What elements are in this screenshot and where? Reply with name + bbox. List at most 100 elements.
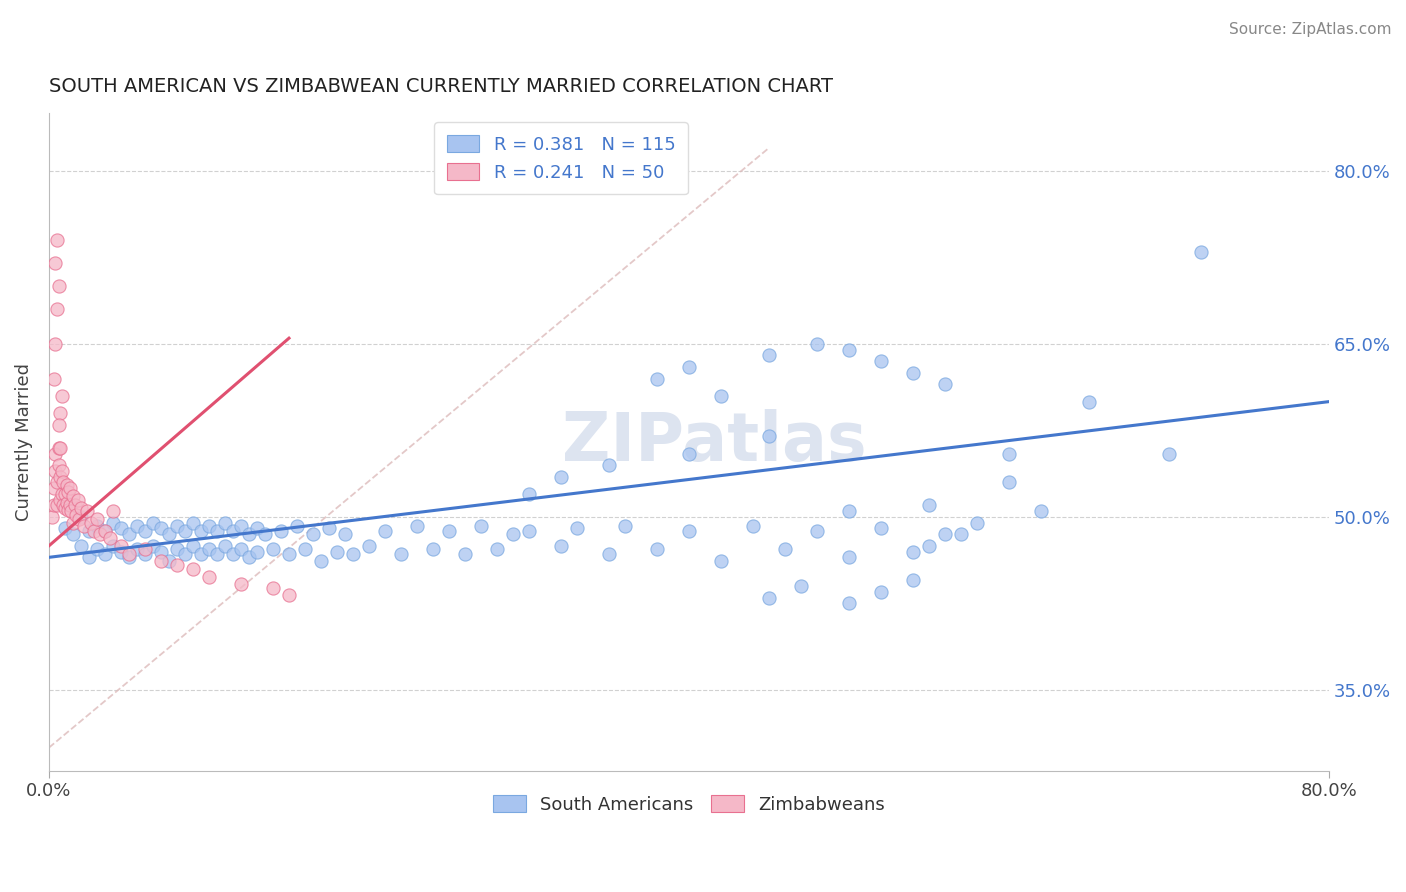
Text: SOUTH AMERICAN VS ZIMBABWEAN CURRENTLY MARRIED CORRELATION CHART: SOUTH AMERICAN VS ZIMBABWEAN CURRENTLY M…	[49, 78, 832, 96]
Point	[110, 521, 132, 535]
Point	[485, 542, 508, 557]
Point	[51, 487, 73, 501]
Point	[70, 539, 93, 553]
Point	[870, 354, 893, 368]
Point	[470, 519, 492, 533]
Point	[51, 389, 73, 403]
Point	[550, 469, 572, 483]
Point	[63, 499, 86, 513]
Point	[77, 524, 100, 538]
Point	[52, 475, 75, 490]
Point	[149, 521, 172, 535]
Point	[901, 574, 924, 588]
Point	[838, 597, 860, 611]
Point	[1157, 446, 1180, 460]
Point	[710, 389, 733, 403]
Point	[166, 542, 188, 557]
Point	[934, 377, 956, 392]
Point	[77, 550, 100, 565]
Point	[838, 504, 860, 518]
Point	[517, 487, 540, 501]
Point	[406, 519, 429, 533]
Point	[118, 550, 141, 565]
Point	[238, 550, 260, 565]
Point	[101, 516, 124, 530]
Point	[838, 550, 860, 565]
Point	[550, 539, 572, 553]
Point	[870, 585, 893, 599]
Point	[134, 547, 156, 561]
Point	[98, 531, 121, 545]
Point	[134, 542, 156, 557]
Point	[966, 516, 988, 530]
Point	[198, 542, 221, 557]
Point	[110, 544, 132, 558]
Point	[205, 547, 228, 561]
Point	[901, 544, 924, 558]
Point	[118, 547, 141, 561]
Point	[49, 492, 72, 507]
Point	[326, 544, 349, 558]
Point	[934, 527, 956, 541]
Point	[46, 475, 69, 490]
Point	[149, 554, 172, 568]
Point	[181, 562, 204, 576]
Point	[49, 469, 72, 483]
Point	[1029, 504, 1052, 518]
Point	[645, 542, 668, 557]
Point	[758, 349, 780, 363]
Point	[454, 547, 477, 561]
Point	[44, 464, 66, 478]
Point	[86, 519, 108, 533]
Legend: South Americans, Zimbabweans: South Americans, Zimbabweans	[486, 788, 893, 821]
Point	[270, 524, 292, 538]
Point	[598, 547, 620, 561]
Point	[262, 542, 284, 557]
Point	[214, 516, 236, 530]
Point	[62, 527, 84, 541]
Point	[229, 519, 252, 533]
Point	[76, 504, 98, 518]
Point	[758, 591, 780, 605]
Point	[79, 516, 101, 530]
Point	[46, 499, 69, 513]
Point	[62, 516, 84, 530]
Point	[56, 484, 79, 499]
Point	[125, 519, 148, 533]
Point	[94, 524, 117, 538]
Point	[53, 521, 76, 535]
Point	[262, 582, 284, 596]
Point	[294, 542, 316, 557]
Point	[142, 539, 165, 553]
Point	[49, 441, 72, 455]
Text: ZIPatlas: ZIPatlas	[562, 409, 868, 475]
Point	[67, 512, 90, 526]
Point	[918, 499, 941, 513]
Point	[285, 519, 308, 533]
Point	[174, 524, 197, 538]
Point	[166, 558, 188, 573]
Point	[44, 446, 66, 460]
Point	[333, 527, 356, 541]
Point	[149, 544, 172, 558]
Point	[229, 542, 252, 557]
Point	[53, 500, 76, 515]
Point	[157, 554, 180, 568]
Point	[46, 302, 69, 317]
Point	[101, 539, 124, 553]
Point	[998, 446, 1021, 460]
Point	[253, 527, 276, 541]
Point	[118, 527, 141, 541]
Point	[42, 499, 65, 513]
Point	[710, 554, 733, 568]
Point	[55, 477, 77, 491]
Point	[125, 542, 148, 557]
Point	[357, 539, 380, 553]
Point	[742, 519, 765, 533]
Point	[181, 539, 204, 553]
Point	[838, 343, 860, 357]
Point	[645, 371, 668, 385]
Point	[565, 521, 588, 535]
Point	[205, 524, 228, 538]
Point	[65, 508, 87, 522]
